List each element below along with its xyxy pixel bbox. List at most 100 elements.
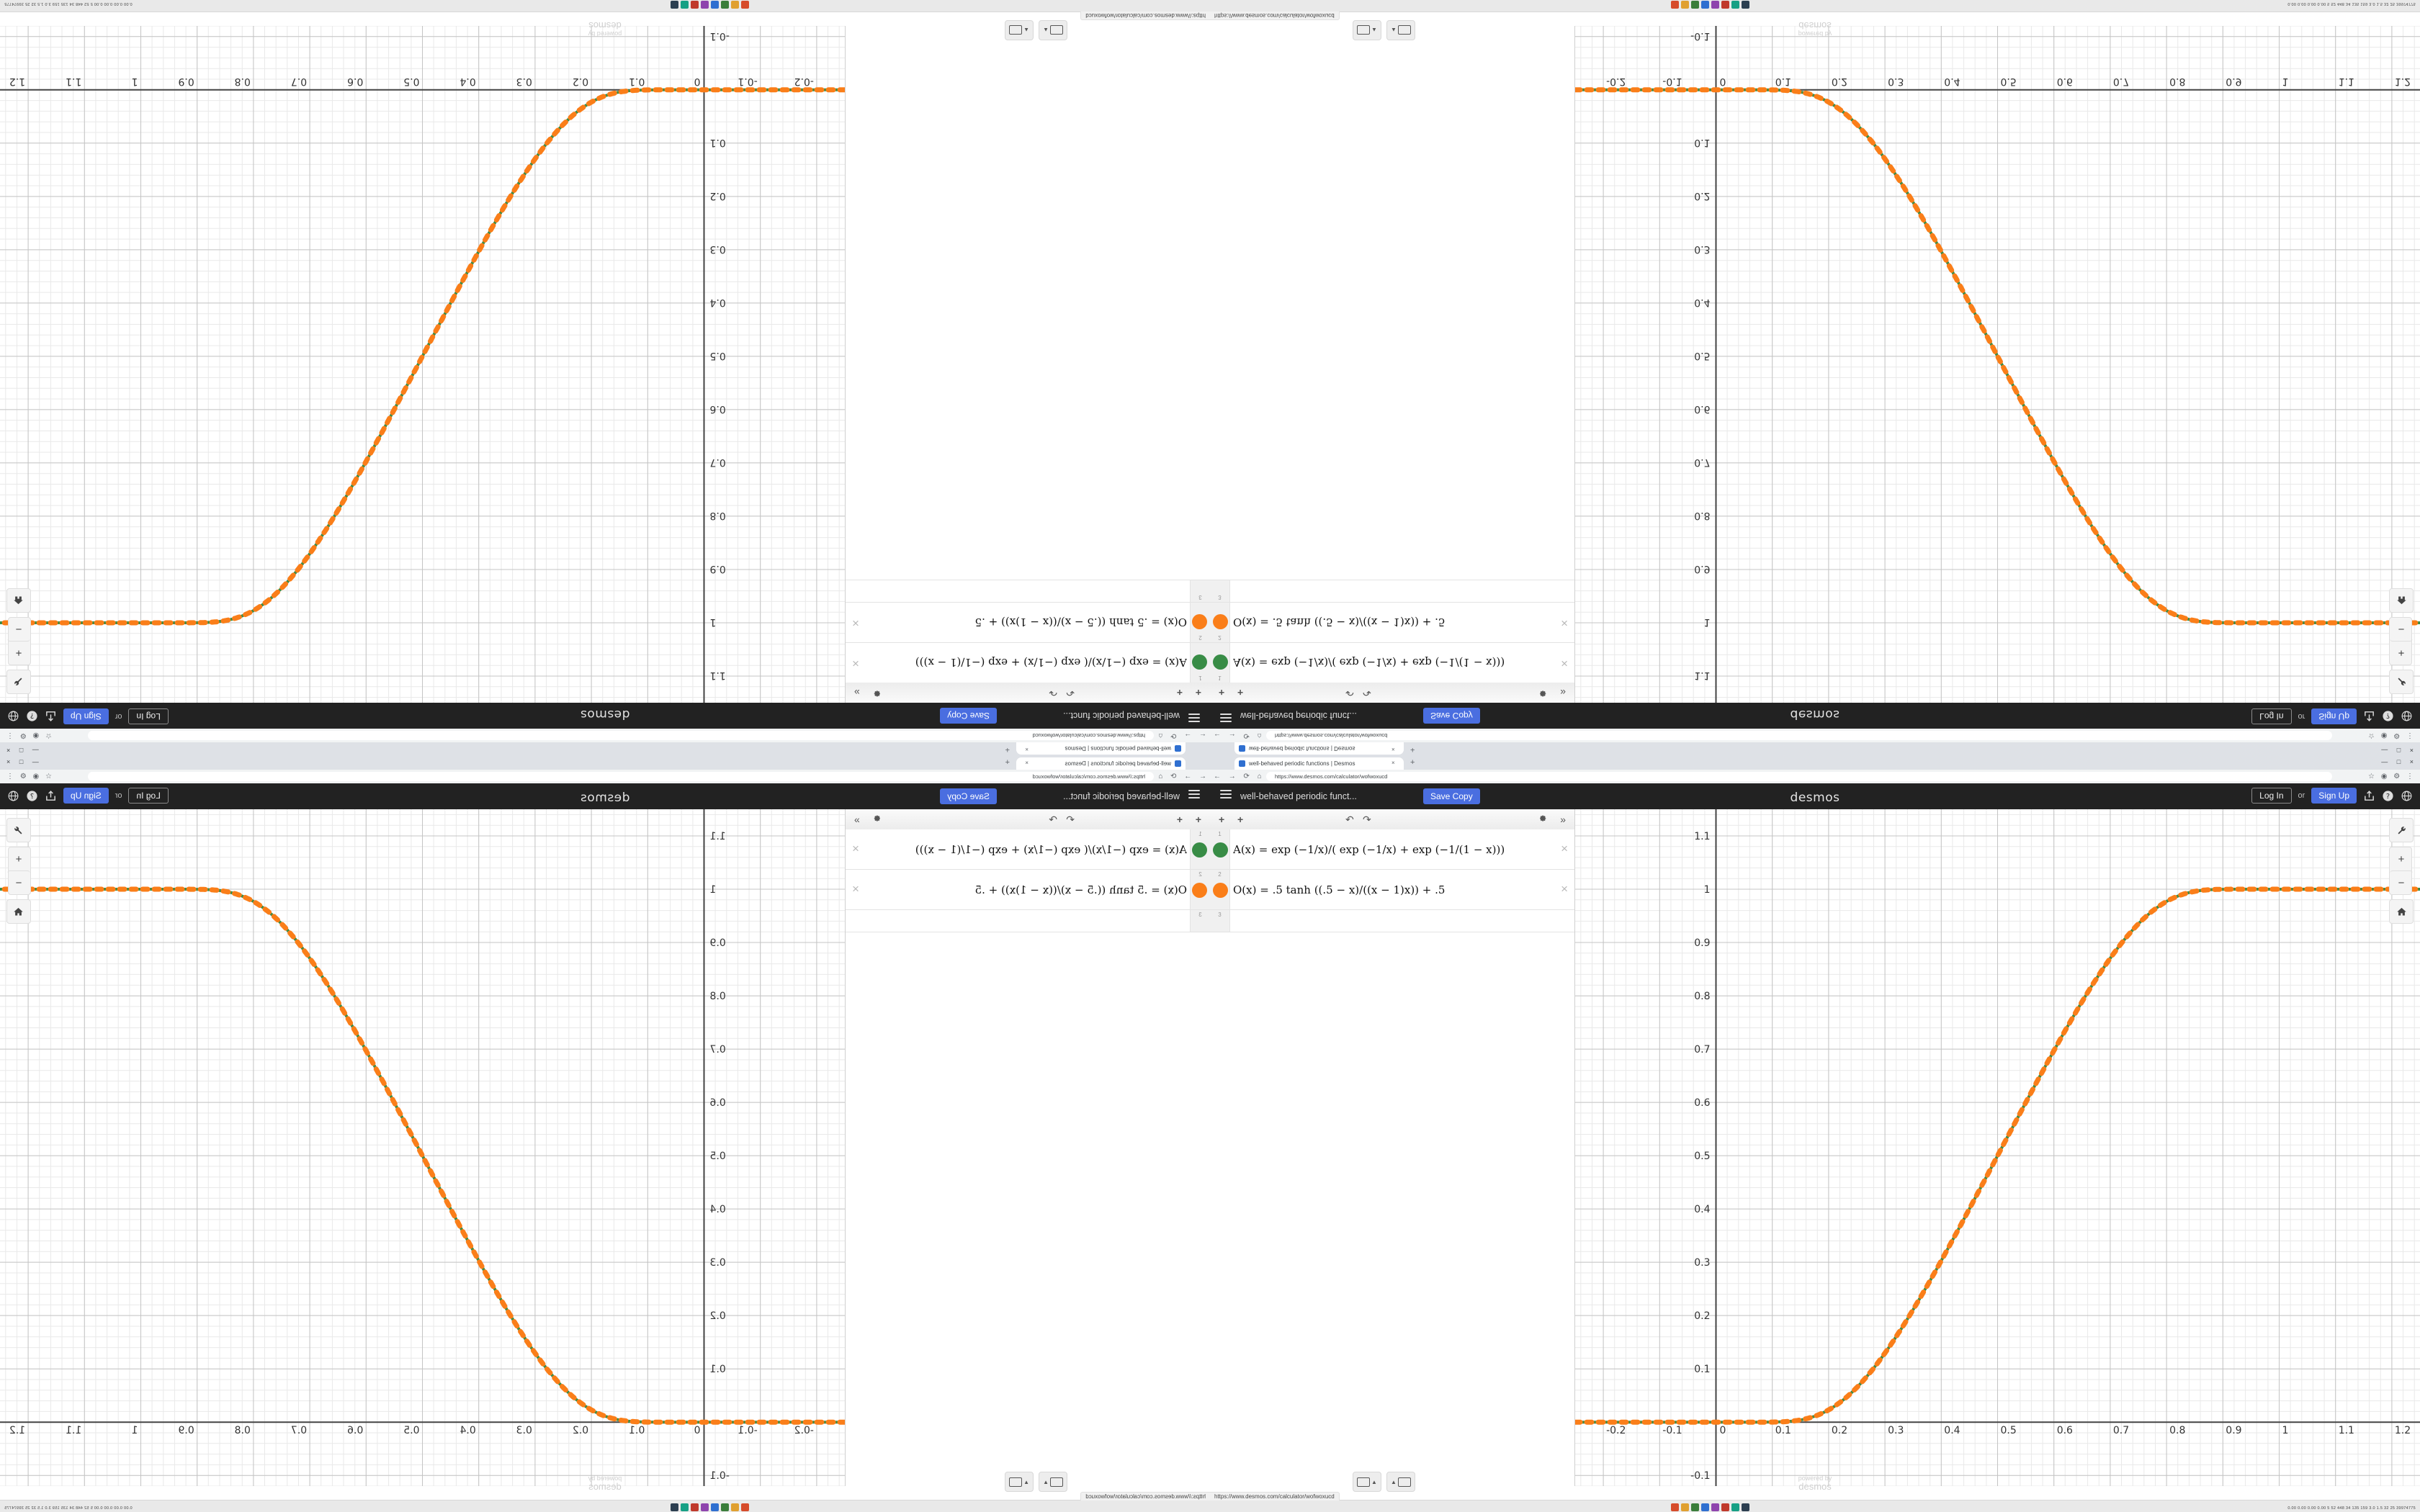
wrench-settings-icon[interactable]	[2389, 670, 2414, 694]
nav-icon-group[interactable]: ← → ⟳ ⌂	[1155, 732, 1206, 739]
nav-icon-group[interactable]: ← → ⟳ ⌂	[1214, 773, 1265, 780]
delete-expression-icon[interactable]: ×	[1561, 882, 1568, 896]
expression-row[interactable]: 2 O(x) = .5 tanh ((.5 − x)/((x − 1)x)) + …	[1210, 870, 1574, 910]
taskbar-icons[interactable]	[1671, 1503, 1749, 1511]
language-globe-icon[interactable]	[7, 790, 19, 802]
sign-up-button[interactable]: Sign Up	[2311, 708, 2357, 724]
expression-row[interactable]: 1 A(x) = exp (−1/x)/( exp (−1/x) + exp (−…	[1210, 642, 1574, 683]
taskbar-app-icon[interactable]	[1731, 1503, 1739, 1511]
taskbar-app-icon[interactable]	[1681, 1, 1689, 9]
chevron-double-right-icon[interactable]: »	[854, 687, 860, 698]
expression-color-bubble[interactable]	[1192, 654, 1207, 670]
help-icon[interactable]: ?	[26, 711, 38, 723]
undo-icon[interactable]: ↶	[1345, 687, 1354, 698]
expression-row[interactable]: 3	[1210, 580, 1574, 602]
hamburger-icon[interactable]	[1220, 790, 1232, 803]
taskbar-app-icon[interactable]	[701, 1, 709, 9]
expression-row[interactable]: 3	[846, 910, 1210, 932]
expression-latex[interactable]: A(x) = exp (−1/x)/( exp (−1/x) + exp (−1…	[1233, 656, 1505, 670]
taskbar-icons[interactable]	[1671, 1, 1749, 9]
address-bar[interactable]: https://www.desmos.com/calculator/wofwox…	[1266, 731, 2332, 740]
language-globe-icon[interactable]	[7, 711, 19, 723]
expression-row[interactable]: 3	[1210, 910, 1574, 932]
expression-color-bubble[interactable]	[1213, 614, 1228, 629]
taskbar-app-icon[interactable]	[1691, 1, 1699, 9]
gear-icon[interactable]	[1537, 813, 1547, 826]
wrench-settings-icon[interactable]	[6, 670, 31, 694]
nav-icon-group[interactable]: ← → ⟳ ⌂	[1155, 773, 1206, 780]
log-in-button[interactable]: Log In	[2251, 788, 2292, 804]
undo-icon[interactable]: ↶	[1066, 687, 1075, 698]
home-default-view-icon[interactable]	[6, 899, 31, 924]
new-tab-icon[interactable]: +	[1410, 745, 1415, 754]
browser-tab[interactable]: well-behaved periodic functions | Desmos	[1016, 757, 1186, 770]
redo-icon[interactable]: ↷	[1363, 814, 1371, 825]
taskbar-app-icon[interactable]	[741, 1, 749, 9]
graph-canvas[interactable]: -0.2 -0.1 0.1 0.2 0.3 0.4 0.5 0.6 0.7 0.8 0.9 1 1.1 1…	[0, 26, 845, 703]
share-icon[interactable]	[2363, 790, 2375, 802]
graph-canvas[interactable]: -0.2 -0.1 0.1 0.2 0.3 0.4 0.5 0.6 0.7 0.8 0.9 1 1.1 1…	[1575, 809, 2420, 1486]
language-globe-icon[interactable]	[2401, 790, 2413, 802]
taskbar-app-icon[interactable]	[671, 1, 678, 9]
graph-canvas[interactable]: -0.2 -0.1 0.1 0.2 0.3 0.4 0.5 0.6 0.7 0.8 0.9 1 1.1 1…	[1575, 26, 2420, 703]
delete-expression-icon[interactable]: ×	[1561, 657, 1568, 670]
expression-row[interactable]: 3	[846, 580, 1210, 602]
taskbar-app-icon[interactable]	[1671, 1, 1679, 9]
chevron-double-right-icon[interactable]: »	[1560, 687, 1566, 698]
expression-latex[interactable]: A(x) = exp (−1/x)/( exp (−1/x) + exp (−1…	[915, 842, 1187, 856]
window-controls[interactable]: — □ ×	[2381, 758, 2417, 765]
expression-row[interactable]: 2 O(x) = .5 tanh ((.5 − x)/((x − 1)x)) + …	[846, 602, 1210, 642]
taskbar-app-icon[interactable]	[711, 1503, 719, 1511]
new-tab-icon[interactable]: +	[1410, 758, 1415, 767]
wrench-settings-icon[interactable]	[6, 818, 31, 842]
zoom-in-icon[interactable]: +	[2398, 647, 2405, 660]
home-default-view-icon[interactable]	[6, 588, 31, 613]
expression-row[interactable]: 1 A(x) = exp (−1/x)/( exp (−1/x) + exp (−…	[846, 829, 1210, 870]
delete-expression-icon[interactable]: ×	[852, 882, 859, 896]
chevron-double-right-icon[interactable]: »	[1560, 814, 1566, 825]
browser-toolbar-icons[interactable]: ☆ ◉ ⚙ ⋮	[2368, 732, 2416, 739]
expression-row[interactable]: 2 O(x) = .5 tanh ((.5 − x)/((x − 1)x)) + …	[1210, 602, 1574, 642]
sign-up-button[interactable]: Sign Up	[2311, 788, 2357, 804]
sign-up-button[interactable]: Sign Up	[63, 788, 109, 804]
share-icon[interactable]	[45, 711, 57, 723]
keyboard-toggle-a[interactable]: ▲	[1353, 1472, 1381, 1492]
language-globe-icon[interactable]	[2401, 711, 2413, 723]
taskbar-app-icon[interactable]	[711, 1, 719, 9]
taskbar-app-icon[interactable]	[1701, 1, 1709, 9]
log-in-button[interactable]: Log In	[128, 788, 169, 804]
graph-area[interactable]: -0.2 -0.1 0.1 0.2 0.3 0.4 0.5 0.6 0.7 0.8 0.9 1 1.1 1…	[0, 26, 845, 703]
window-controls[interactable]: — □ ×	[3, 758, 39, 765]
graph-area[interactable]: -0.2 -0.1 0.1 0.2 0.3 0.4 0.5 0.6 0.7 0.8 0.9 1 1.1 1…	[1575, 809, 2420, 1486]
taskbar-app-icon[interactable]	[671, 1503, 678, 1511]
redo-icon[interactable]: ↷	[1363, 687, 1371, 698]
browser-tab[interactable]: well-behaved periodic functions | Desmos	[1016, 742, 1186, 755]
taskbar-app-icon[interactable]	[1721, 1503, 1729, 1511]
expression-color-bubble[interactable]	[1192, 614, 1207, 629]
add-item-icon[interactable]: +	[1176, 687, 1183, 698]
log-in-button[interactable]: Log In	[128, 708, 169, 724]
taskbar-app-icon[interactable]	[1681, 1503, 1689, 1511]
undo-icon[interactable]: ↶	[1345, 814, 1354, 825]
taskbar-app-icon[interactable]	[1701, 1503, 1709, 1511]
delete-expression-icon[interactable]: ×	[1561, 842, 1568, 855]
browser-toolbar-icons[interactable]: ☆ ◉ ⚙ ⋮	[4, 773, 52, 780]
address-bar[interactable]: https://www.desmos.com/calculator/wofwox…	[1266, 772, 2332, 781]
home-default-view-icon[interactable]	[2389, 899, 2414, 924]
add-item-icon[interactable]: +	[1176, 814, 1183, 825]
delete-expression-icon[interactable]: ×	[852, 616, 859, 630]
add-expression-icon[interactable]: +	[1195, 814, 1201, 825]
taskbar-app-icon[interactable]	[701, 1503, 709, 1511]
save-copy-button[interactable]: Save Copy	[1423, 788, 1480, 804]
tab-close-icon[interactable]: ×	[1392, 760, 1395, 766]
expression-color-bubble[interactable]	[1213, 883, 1228, 898]
sign-up-button[interactable]: Sign Up	[63, 708, 109, 724]
taskbar-app-icon[interactable]	[1671, 1503, 1679, 1511]
add-item-icon[interactable]: +	[1237, 814, 1244, 825]
wrench-settings-icon[interactable]	[2389, 818, 2414, 842]
graph-area[interactable]: -0.2 -0.1 0.1 0.2 0.3 0.4 0.5 0.6 0.7 0.8 0.9 1 1.1 1…	[1575, 26, 2420, 703]
undo-icon[interactable]: ↶	[1066, 814, 1075, 825]
zoom-out-icon[interactable]: −	[2390, 870, 2413, 894]
share-icon[interactable]	[45, 790, 57, 802]
zoom-in-icon[interactable]: +	[15, 647, 22, 660]
